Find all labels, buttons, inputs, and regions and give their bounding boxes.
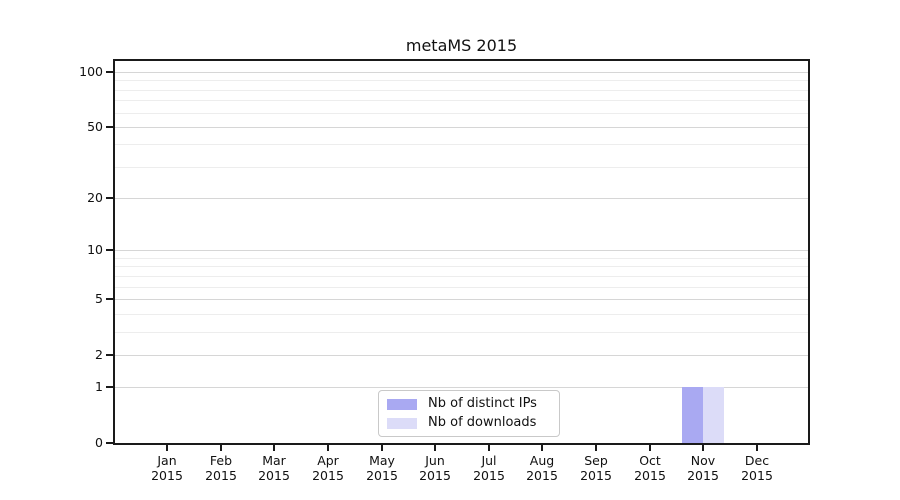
minor-gridline — [115, 276, 808, 277]
bar-distinct-ips — [682, 387, 703, 443]
minor-gridline — [115, 314, 808, 315]
y-axis-tick — [106, 71, 113, 73]
x-axis-tick-label: Dec 2015 — [741, 453, 773, 483]
major-gridline — [115, 198, 808, 199]
legend-item-downloads: Nb of downloads — [387, 416, 551, 430]
major-gridline — [115, 127, 808, 128]
y-axis-tick-label: 0 — [95, 435, 103, 450]
minor-gridline — [115, 287, 808, 288]
y-axis-tick-label: 50 — [87, 119, 103, 134]
x-axis-tick-label: Nov 2015 — [687, 453, 719, 483]
chart-title: metaMS 2015 — [405, 36, 518, 55]
major-gridline — [115, 387, 808, 388]
y-axis-tick — [106, 249, 113, 251]
bar-downloads — [703, 387, 724, 443]
x-axis-tick — [488, 445, 490, 451]
x-axis-tick-label: Sep 2015 — [580, 453, 612, 483]
minor-gridline — [115, 258, 808, 259]
x-axis-tick — [541, 445, 543, 451]
x-axis-tick — [220, 445, 222, 451]
minor-gridline — [115, 144, 808, 145]
x-axis-tick-label: Aug 2015 — [526, 453, 558, 483]
x-axis-tick — [649, 445, 651, 451]
x-axis-tick-label: Jun 2015 — [419, 453, 451, 483]
legend: Nb of distinct IPs Nb of downloads — [378, 390, 560, 437]
x-axis-tick-label: Apr 2015 — [312, 453, 344, 483]
y-axis-tick — [106, 197, 113, 199]
x-axis-tick-label: Jan 2015 — [151, 453, 183, 483]
y-axis-tick — [106, 126, 113, 128]
x-axis-tick-label: Feb 2015 — [205, 453, 237, 483]
legend-swatch-downloads — [387, 417, 417, 429]
major-gridline — [115, 299, 808, 300]
x-axis-tick-label: May 2015 — [366, 453, 398, 483]
minor-gridline — [115, 332, 808, 333]
y-axis-tick — [106, 354, 113, 356]
y-axis-tick — [106, 386, 113, 388]
minor-gridline — [115, 167, 808, 168]
plot-area — [113, 59, 810, 445]
x-axis-tick — [702, 445, 704, 451]
y-axis-tick-label: 1 — [95, 379, 103, 394]
y-axis-tick-label: 20 — [87, 190, 103, 205]
x-axis-tick — [327, 445, 329, 451]
major-gridline — [115, 355, 808, 356]
minor-gridline — [115, 80, 808, 81]
y-axis-tick-label: 2 — [95, 347, 103, 362]
x-axis-tick — [756, 445, 758, 451]
y-axis-tick-label: 5 — [95, 291, 103, 306]
x-axis-tick-label: Oct 2015 — [634, 453, 666, 483]
legend-label-downloads: Nb of downloads — [428, 415, 537, 430]
x-axis-tick — [381, 445, 383, 451]
y-axis-tick-label: 10 — [87, 242, 103, 257]
x-axis-tick-label: Mar 2015 — [258, 453, 290, 483]
legend-item-distinct-ips: Nb of distinct IPs — [387, 397, 551, 411]
minor-gridline — [115, 90, 808, 91]
minor-gridline — [115, 100, 808, 101]
x-axis-tick — [273, 445, 275, 451]
minor-gridline — [115, 266, 808, 267]
x-axis-tick — [434, 445, 436, 451]
minor-gridline — [115, 113, 808, 114]
major-gridline — [115, 250, 808, 251]
x-axis-tick — [166, 445, 168, 451]
x-axis-tick — [595, 445, 597, 451]
y-axis-tick — [106, 298, 113, 300]
legend-label-distinct-ips: Nb of distinct IPs — [428, 396, 537, 411]
legend-swatch-distinct-ips — [387, 398, 417, 410]
major-gridline — [115, 72, 808, 73]
y-axis-tick-label: 100 — [79, 64, 103, 79]
x-axis-tick-label: Jul 2015 — [473, 453, 505, 483]
y-axis-tick — [106, 442, 113, 444]
